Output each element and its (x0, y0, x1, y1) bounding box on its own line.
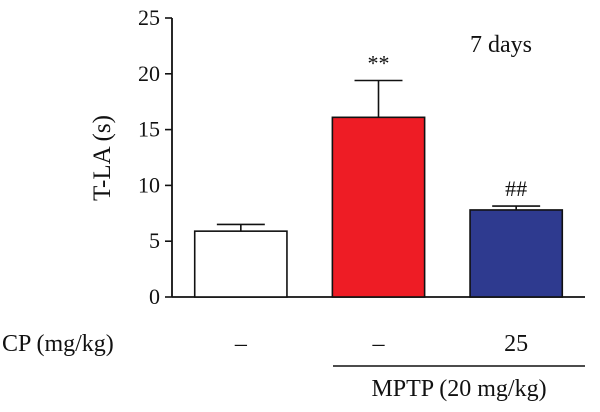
row-values-group: – – 25 (234, 331, 528, 357)
row-label-cp: CP (mg/kg) (2, 331, 114, 357)
y-axis-title: T-LA (s) (89, 115, 116, 201)
bars-group (193, 116, 564, 298)
y-tick-label: 25 (138, 5, 160, 30)
y-tick-label: 15 (138, 117, 160, 142)
y-tick-label: 5 (149, 228, 160, 253)
significance-group: ** ## (368, 50, 528, 201)
bar (331, 116, 426, 298)
group-label-mptp: MPTP (20 mg/kg) (371, 376, 546, 402)
row-value-cp: – (234, 331, 248, 357)
y-tick-label: 20 (138, 61, 160, 86)
row-value-cp: – (372, 331, 386, 357)
error-bars-group (216, 79, 541, 232)
y-tick-label: 10 (138, 172, 160, 197)
significance-label: ## (505, 176, 527, 201)
bar (469, 209, 564, 298)
row-value-cp: 25 (504, 331, 528, 357)
bar (193, 230, 288, 298)
significance-label: ** (368, 50, 390, 75)
chart-annotation: 7 days (470, 32, 532, 58)
y-tick-label: 0 (149, 284, 160, 309)
